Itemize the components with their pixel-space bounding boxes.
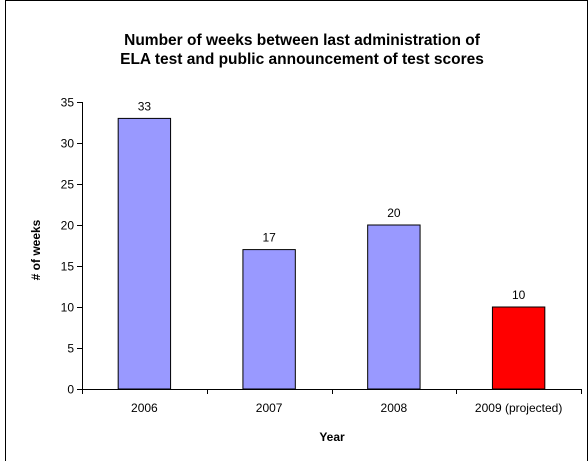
y-tick-label: 0 (67, 383, 74, 397)
y-tick-label: 5 (67, 342, 74, 356)
x-tick-label: 2009 (projected) (475, 401, 562, 415)
y-tick-label: 15 (61, 260, 75, 274)
bar-2007 (242, 249, 296, 390)
data-label: 17 (262, 231, 276, 245)
y-tick-label: 35 (61, 96, 75, 110)
y-tick-label: 10 (61, 301, 75, 315)
x-tick-label: 2006 (131, 401, 158, 415)
bar-2008 (367, 224, 421, 390)
y-tick-label: 25 (61, 178, 75, 192)
x-tick-label: 2008 (381, 401, 408, 415)
bar-2009 (491, 306, 546, 390)
bar-2006 (117, 117, 172, 390)
x-axis-title: Year (319, 430, 345, 444)
data-label: 33 (138, 99, 152, 113)
chart-title-line-1: Number of weeks between last administrat… (124, 32, 481, 49)
y-axis-title: # of weeks (29, 219, 43, 280)
y-tick-label: 30 (61, 137, 75, 151)
plot-area: 0 5 10 15 20 25 30 35 33 2006 17 2007 20 2008 10 2009 (… (61, 96, 582, 415)
x-tick-label: 2007 (256, 401, 283, 415)
data-label: 10 (512, 288, 526, 302)
chart-title-line-2: ELA test and public announcement of test… (120, 51, 484, 68)
data-label: 20 (387, 206, 401, 220)
y-tick-label: 20 (61, 219, 75, 233)
